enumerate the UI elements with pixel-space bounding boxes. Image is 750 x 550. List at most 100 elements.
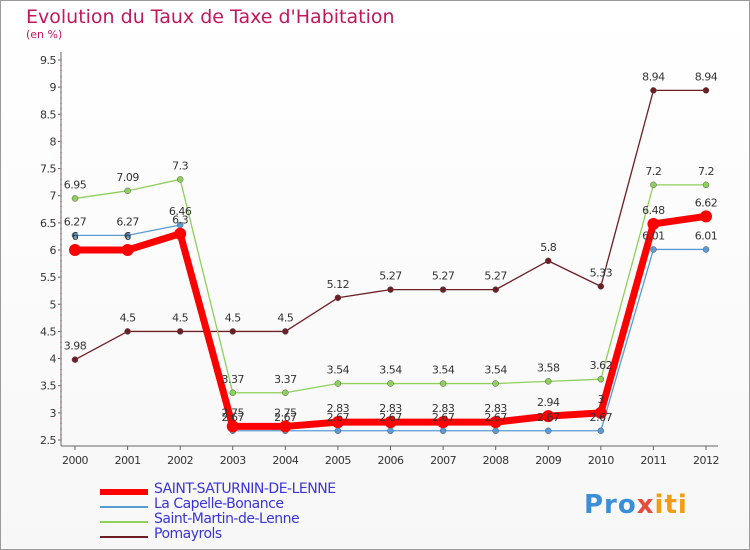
y-tick-label: 9.5 [40, 54, 56, 67]
data-point [387, 380, 394, 387]
y-tick-label: 4.5 [40, 325, 56, 338]
data-label: 2.67 [484, 411, 507, 424]
data-label: 4.5 [172, 311, 188, 324]
data-point [282, 328, 289, 335]
data-point [702, 181, 710, 189]
data-point [702, 87, 710, 94]
data-label: 5.8 [540, 241, 556, 254]
y-tick-label: 7 [50, 190, 57, 203]
data-point [176, 176, 184, 183]
data-label: 8.94 [642, 70, 665, 83]
data-label: 4.5 [277, 311, 293, 324]
y-tick-label: 6 [50, 244, 57, 257]
data-point [650, 181, 657, 189]
x-tick-label: 2006 [378, 454, 404, 467]
data-label: 6.62 [695, 196, 718, 209]
data-label: 3.37 [222, 373, 245, 386]
data-label: 6.95 [64, 178, 87, 191]
data-label: 4.5 [225, 311, 241, 324]
data-label: 5.33 [590, 266, 613, 279]
data-point [124, 328, 131, 335]
data-point [71, 195, 79, 202]
data-label: 7.09 [116, 171, 139, 184]
data-label: 6.3 [172, 214, 188, 227]
legend-label: Pomayrols [154, 526, 222, 542]
chart-subtitle: (en %) [26, 28, 63, 41]
legend-swatch [100, 506, 148, 508]
x-tick-label: 2009 [535, 454, 561, 467]
data-point [282, 389, 289, 397]
data-label: 5.27 [379, 270, 402, 283]
data-point [492, 380, 499, 387]
data-point [650, 87, 657, 94]
data-label: 8.94 [695, 70, 718, 83]
y-tick-label: 4 [50, 353, 57, 366]
data-point [124, 232, 131, 239]
x-tick-label: 2000 [62, 454, 88, 467]
legend-label: SAINT-SATURNIN-DE-LENNE [154, 481, 336, 497]
data-label: 2.75 [222, 406, 245, 419]
data-label: 2.83 [379, 402, 402, 415]
data-label: 3.58 [537, 361, 560, 374]
proxiti-logo: Proxiti [584, 490, 688, 520]
data-label: 5.12 [327, 278, 350, 291]
data-label: 6.27 [64, 215, 87, 228]
legend-swatch [100, 521, 148, 523]
data-label: 3.62 [590, 359, 613, 372]
data-label: 3.54 [327, 364, 350, 377]
data-point [334, 380, 342, 387]
data-point [542, 410, 555, 423]
data-label: 6 [124, 230, 131, 243]
data-point [226, 420, 239, 433]
x-tick-label: 2010 [588, 454, 614, 467]
data-point [334, 294, 342, 302]
data-label: 2.75 [274, 406, 297, 419]
data-point [384, 416, 397, 429]
data-point [545, 257, 552, 265]
x-tick-label: 2005 [325, 454, 351, 467]
series-line [75, 224, 706, 432]
data-label: 2.67 [222, 411, 245, 424]
data-point [387, 286, 394, 293]
data-point [124, 187, 131, 195]
data-point [121, 244, 134, 256]
chart-title: Evolution du Taux de Taxe d'Habitation [26, 6, 395, 28]
data-point [597, 375, 605, 383]
legend-swatch [100, 536, 148, 538]
data-point [437, 416, 450, 429]
data-label: 5.27 [484, 270, 507, 283]
data-point [176, 328, 184, 335]
data-label: 6.48 [642, 204, 665, 217]
data-label: 3.54 [432, 364, 455, 377]
data-label: 2.67 [379, 411, 402, 424]
data-label: 4.5 [120, 311, 136, 324]
data-point [700, 210, 712, 223]
data-point [492, 286, 499, 293]
data-label: 2.83 [484, 402, 507, 415]
y-tick-label: 3 [50, 407, 57, 420]
data-point [439, 380, 447, 387]
y-tick-label: 6.5 [40, 217, 56, 230]
data-point [702, 246, 710, 253]
x-tick-label: 2008 [483, 454, 509, 467]
data-point [174, 227, 187, 240]
x-tick-label: 2004 [272, 454, 298, 467]
data-point [439, 286, 447, 293]
data-point [650, 246, 657, 253]
y-tick-label: 2.5 [40, 434, 56, 447]
data-label: 7.2 [645, 165, 661, 178]
series-line [74, 89, 706, 361]
data-label: 7.3 [172, 159, 188, 172]
data-label: 2.67 [327, 411, 350, 424]
data-label: 6 [72, 230, 79, 243]
data-label: 2.67 [432, 411, 455, 424]
x-tick-label: 2001 [115, 454, 141, 467]
data-point [331, 416, 344, 429]
data-point [594, 406, 607, 419]
x-tick-label: 2011 [640, 454, 666, 467]
y-tick-label: 5.5 [40, 271, 56, 284]
data-label: 3.54 [484, 364, 507, 377]
y-tick-label: 8.5 [40, 108, 56, 121]
